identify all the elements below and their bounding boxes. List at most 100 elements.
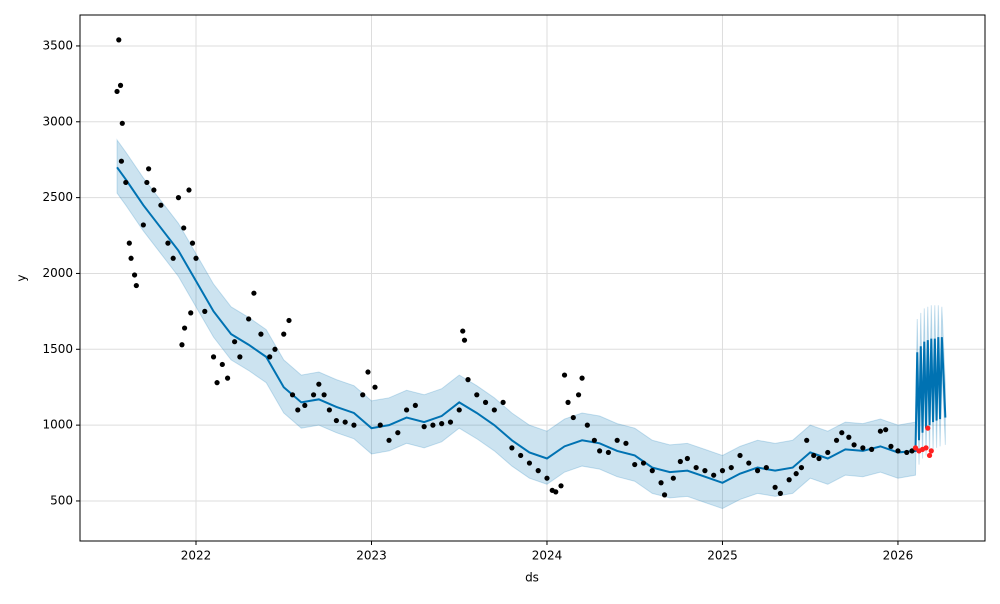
test-point (923, 445, 929, 451)
observed-point (281, 331, 287, 337)
observed-point (553, 489, 559, 495)
observed-point (460, 328, 466, 334)
observed-point (289, 392, 296, 398)
observed-point (754, 468, 761, 474)
observed-point (286, 317, 292, 324)
observed-point (302, 402, 308, 409)
observed-point (518, 452, 524, 459)
observed-point (179, 342, 185, 348)
observed-point (181, 325, 188, 331)
observed-point (193, 255, 199, 261)
observed-point (430, 422, 436, 428)
observed-point (210, 354, 217, 360)
observed-point (597, 448, 603, 454)
observed-point (272, 346, 278, 352)
observed-point (188, 310, 194, 316)
observed-point (693, 464, 699, 471)
observed-point (237, 354, 243, 360)
observed-point (251, 290, 257, 296)
observed-point (804, 437, 810, 443)
observed-point (677, 458, 683, 465)
observed-point (447, 419, 454, 425)
observed-point (295, 407, 301, 413)
observed-point (649, 468, 655, 474)
observed-point (491, 407, 497, 413)
observed-point (377, 422, 383, 428)
observed-point (786, 477, 792, 483)
observed-point (421, 424, 427, 430)
observed-point (232, 339, 238, 345)
observed-point (684, 455, 690, 462)
observed-point (118, 158, 125, 164)
y-tick-label: 1500 (42, 342, 73, 356)
y-tick-label: 2000 (42, 266, 73, 280)
observed-point (777, 490, 783, 496)
observed-point (189, 240, 196, 246)
observed-point (116, 37, 122, 43)
observed-point (360, 392, 366, 398)
observed-point (326, 407, 332, 413)
observed-point (888, 443, 894, 449)
observed-point (670, 475, 676, 481)
observed-point (186, 187, 192, 193)
y-tick-label: 3000 (42, 114, 73, 128)
observed-point (439, 421, 445, 427)
observed-point (565, 399, 571, 405)
y-axis-label: y (15, 274, 29, 281)
observed-point (219, 361, 225, 368)
observed-point (816, 455, 822, 462)
x-tick-label: 2025 (707, 549, 738, 563)
observed-point (395, 430, 401, 436)
observed-point (614, 437, 620, 443)
observed-point (412, 402, 418, 409)
observed-point (482, 399, 489, 405)
observed-point (719, 468, 726, 474)
observed-point (839, 430, 845, 436)
x-tick-label: 2023 (356, 549, 387, 563)
observed-point (846, 434, 852, 440)
observed-point (310, 392, 317, 398)
observed-point (579, 375, 585, 381)
observed-point (133, 282, 139, 289)
observed-point (202, 308, 208, 314)
observed-point (140, 222, 146, 228)
observed-point (128, 255, 134, 261)
observed-point (465, 377, 471, 383)
observed-point (591, 437, 597, 443)
observed-point (904, 449, 910, 456)
observed-point (584, 422, 590, 428)
observed-point (711, 472, 717, 478)
observed-point (456, 407, 462, 413)
observed-point (570, 414, 576, 421)
observed-point (860, 445, 866, 451)
observed-point (117, 82, 124, 88)
observed-point (403, 407, 410, 413)
observed-point (146, 166, 152, 172)
observed-point (175, 195, 182, 201)
observed-point (246, 316, 252, 322)
observed-point (746, 460, 752, 466)
observed-point (500, 399, 506, 405)
observed-point (351, 422, 357, 428)
observed-point (833, 437, 840, 443)
test-point (926, 452, 933, 459)
y-tick-label: 2500 (42, 190, 73, 204)
x-tick-label: 2024 (532, 549, 563, 563)
observed-point (632, 461, 638, 468)
observed-point (321, 392, 327, 398)
observed-point (702, 468, 708, 474)
observed-point (267, 354, 273, 360)
observed-point (258, 331, 264, 337)
observed-point (640, 460, 647, 466)
y-tick-label: 500 (50, 493, 73, 507)
observed-point (123, 179, 129, 186)
observed-point (151, 187, 157, 193)
observed-point (126, 240, 132, 246)
observed-point (158, 202, 164, 208)
observed-point (224, 375, 231, 381)
observed-point (661, 492, 668, 498)
observed-point (883, 427, 889, 433)
observed-point (144, 179, 150, 186)
